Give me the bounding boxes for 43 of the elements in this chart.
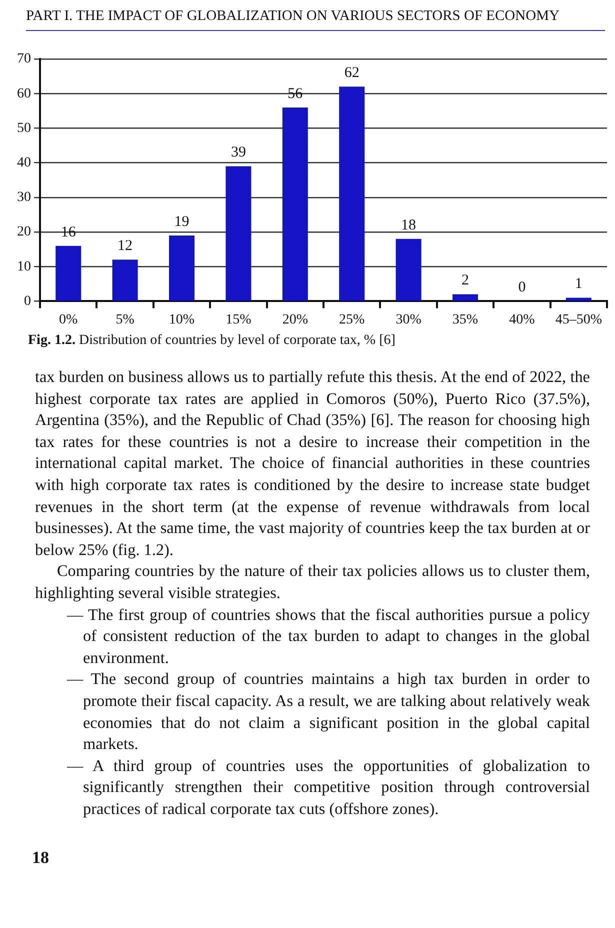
- x-tick-label: 35%: [452, 312, 478, 328]
- x-tick-label: 10%: [168, 312, 195, 328]
- y-tick-label: 10: [17, 259, 31, 274]
- y-tick-label: 60: [17, 86, 31, 102]
- text: Comparing countries by the nature of their tax policies allows us to cluster them, highlighting several visible strategies.: [35, 561, 590, 604]
- y-tick-label: 50: [17, 120, 31, 136]
- text: — The first group of countries shows that the fiscal authorities pursue a policy of consistent reduction of the tax burden to adapt to changes in the global environment.: [66, 604, 590, 669]
- bar: [56, 246, 82, 301]
- text: — A third group of countries uses the opportunities of globalization to significantly strengthen their competitive position through controversial practices of radical corporate tax cuts (offshore zones).: [66, 756, 590, 820]
- bar: [566, 298, 592, 301]
- x-tick-label: 30%: [396, 312, 422, 328]
- data-label: 2: [462, 272, 469, 289]
- data-label: 19: [174, 214, 190, 230]
- x-tick-label: 0%: [59, 312, 78, 328]
- bar: [226, 166, 252, 301]
- text: 18: [32, 848, 50, 868]
- bar: [282, 107, 308, 301]
- x-tick-label: 45–50%: [555, 312, 602, 328]
- y-tick-label: 0: [24, 294, 31, 309]
- bar: [112, 260, 138, 301]
- x-tick-label: 40%: [509, 312, 536, 328]
- text: PART I. THE IMPACT OF GLOBALIZATION ON VARIOUS SECTORS OF ECONOMY: [26, 8, 605, 31]
- y-tick-label: 70: [17, 52, 31, 67]
- bar: [339, 86, 365, 301]
- x-tick-label: 25%: [339, 312, 366, 328]
- data-label: 18: [401, 217, 416, 234]
- data-label: 0: [518, 280, 526, 296]
- x-tick-label: 15%: [226, 312, 252, 328]
- bar: [168, 235, 195, 301]
- text: tax burden on business allows us to partially refute this thesis. At the end of 2022, the highest corporate tax rates are applied in Comoros (50%), Puerto Rico (37.5%), Argentina (35%), and the Republic of Chad (35%) [6]. The reason for choosing high tax rates for these countries is not a desire to increase their competition in the international capital market. The choice of financial authorities in these countries with high corporate tax rates is conditioned by the desire to increase state budget revenues in the short term (at the expense of revenue withdrawals from local businesses). At the same time, the vast majority of countries keep the tax burden at or below 25% (fig. 1.2).: [35, 368, 590, 559]
- data-label: 62: [344, 65, 360, 82]
- bar: [396, 238, 422, 301]
- bar: [452, 294, 478, 301]
- y-tick-label: 40: [17, 155, 31, 170]
- text: — The second group of countries maintains a high tax burden in order to promote their fiscal capacity. As a result, we are talking about relatively weak economies that do not claim a significant position in the global capital markets.: [66, 669, 590, 756]
- data-label: 12: [118, 238, 133, 254]
- y-tick-label: 20: [17, 224, 31, 240]
- y-tick-label: 30: [17, 190, 31, 206]
- data-label: 1: [574, 276, 582, 292]
- x-tick-label: 20%: [282, 312, 308, 328]
- data-label: 39: [230, 144, 246, 161]
- text: Fig. 1.2. Distribution of countries by level of corporate tax, % [6]: [28, 333, 396, 349]
- x-tick-label: 5%: [116, 312, 135, 328]
